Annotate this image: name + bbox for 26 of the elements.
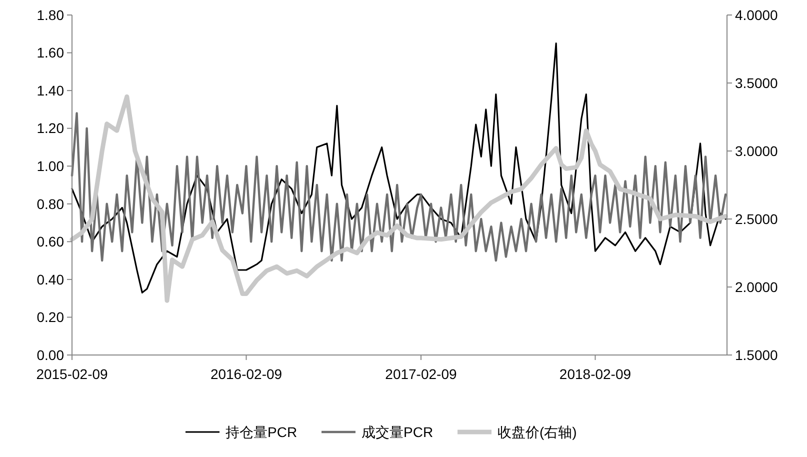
legend-label: 成交量PCR bbox=[362, 424, 434, 440]
y-tick-label: 0.00 bbox=[36, 346, 64, 363]
y-tick-label: 1.80 bbox=[36, 6, 64, 23]
y2-tick-label: 3.5000 bbox=[735, 74, 778, 91]
y-tick-label: 0.60 bbox=[36, 234, 64, 250]
x-tick-label: 2017-02-09 bbox=[385, 366, 457, 382]
y2-tick-label: 2.0000 bbox=[735, 278, 778, 295]
legend-label: 收盘价(右轴) bbox=[498, 424, 577, 440]
line-series bbox=[71, 42, 726, 294]
x-tick-label: 2016-02-09 bbox=[210, 366, 282, 382]
y-tick-label: 1.40 bbox=[36, 82, 64, 98]
line-series bbox=[70, 112, 727, 262]
y-tick-label: 1.20 bbox=[36, 120, 64, 136]
y-tick-label: 0.20 bbox=[36, 309, 64, 326]
y-tick-label: 1.00 bbox=[36, 158, 64, 174]
x-tick-label: 2018-02-09 bbox=[559, 366, 632, 382]
y2-tick-label: 4.0000 bbox=[735, 6, 778, 23]
y-tick-label: 1.60 bbox=[36, 44, 64, 61]
x-tick-label: 2015-02-09 bbox=[36, 366, 108, 382]
y2-tick-label: 2.5000 bbox=[735, 210, 778, 227]
legend-label: 持仓量PCR bbox=[226, 424, 298, 440]
y-tick-label: 0.80 bbox=[36, 196, 64, 212]
y2-tick-label: 3.0000 bbox=[735, 142, 778, 159]
y-tick-label: 0.40 bbox=[36, 271, 64, 288]
y2-tick-label: 1.5000 bbox=[735, 346, 778, 363]
line-series bbox=[70, 94, 728, 303]
